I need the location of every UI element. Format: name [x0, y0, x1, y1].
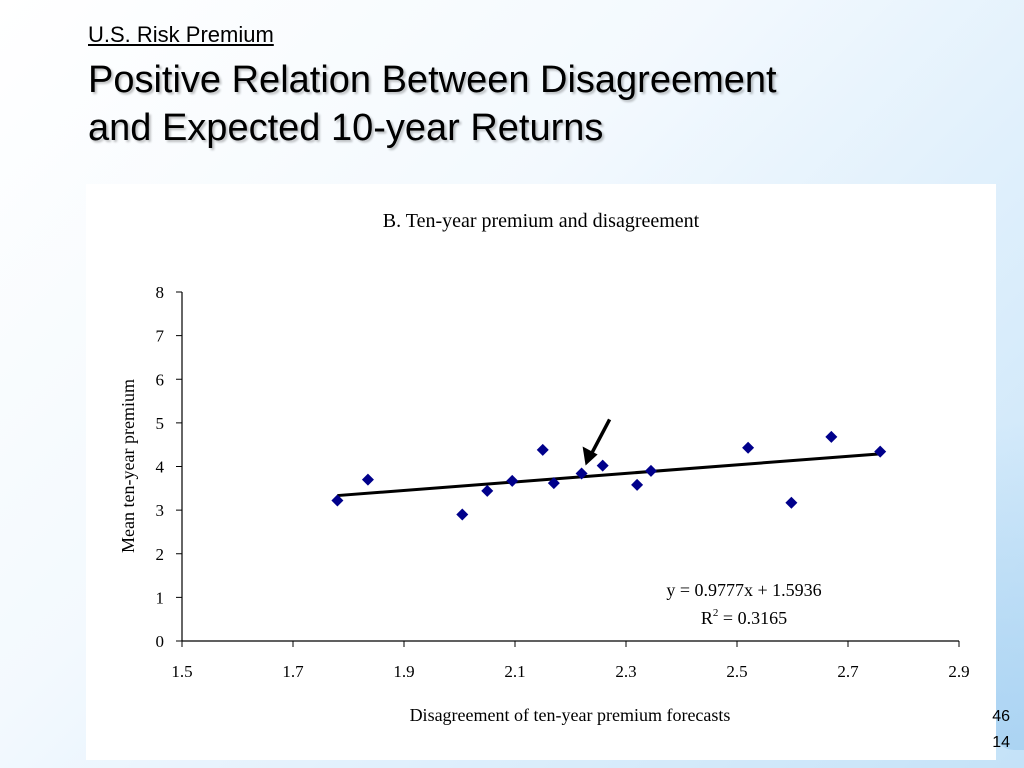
y-tick-label: 5: [156, 414, 165, 433]
chart-title: B. Ten-year premium and disagreement: [383, 210, 700, 232]
y-tick-label: 8: [156, 283, 165, 302]
data-point: [331, 494, 344, 507]
data-point: [631, 478, 644, 491]
data-point: [742, 441, 755, 454]
decorative-swoosh: [994, 420, 1024, 750]
y-axis-label: Mean ten-year premium: [118, 379, 138, 553]
y-tick-label: 4: [156, 458, 165, 477]
slide-title: Positive Relation Between Disagreement a…: [88, 56, 948, 152]
r-squared-prefix: R: [701, 608, 713, 628]
x-tick-label: 1.7: [282, 662, 304, 681]
data-point: [825, 430, 838, 443]
trendline: [337, 452, 881, 498]
page-number-top: 46: [992, 708, 1010, 725]
y-tick-label: 7: [156, 327, 165, 346]
y-tick-label: 3: [156, 501, 165, 520]
r-squared-value: = 0.3165: [718, 608, 787, 628]
trendline-equation-box: y = 0.9777x + 1.5936 R2 = 0.3165: [666, 580, 821, 628]
x-tick-label: 2.1: [504, 662, 525, 681]
data-point: [874, 445, 887, 458]
data-point: [361, 473, 374, 486]
data-point: [506, 474, 519, 487]
r-squared-label: R2 = 0.3165: [701, 607, 787, 628]
x-tick-label: 2.7: [837, 662, 859, 681]
slide-subtitle: U.S. Risk Premium: [88, 22, 274, 47]
x-tick-label: 2.9: [948, 662, 969, 681]
data-point: [536, 443, 549, 456]
data-point: [644, 464, 657, 477]
slide-title-line-2: and Expected 10-year Returns: [88, 107, 604, 149]
page-number-bottom: 14: [992, 734, 1010, 751]
y-tick-label: 6: [156, 370, 165, 389]
trendline-equation: y = 0.9777x + 1.5936: [666, 580, 821, 600]
y-tick-label: 2: [156, 545, 165, 564]
y-tick-label: 0: [156, 632, 165, 651]
x-tick-label: 2.3: [615, 662, 636, 681]
data-point: [456, 508, 469, 521]
r-squared-superscript: 2: [713, 607, 719, 619]
x-tick-label: 1.9: [393, 662, 414, 681]
chart-panel: B. Ten-year premium and disagreement Mea…: [86, 184, 996, 760]
data-point: [481, 484, 494, 497]
axes: 1.5 1.7 1.9 2.1 2.3 2.5 2.7 2.9 0 1 2 3 4 5 6 7 8: [156, 283, 970, 681]
slide-title-line-1: Positive Relation Between Disagreement: [88, 59, 777, 101]
y-tick-label: 1: [156, 588, 165, 607]
data-point: [575, 467, 588, 480]
annotation-arrow-head: [582, 446, 598, 466]
x-axis-label: Disagreement of ten-year premium forecas…: [410, 705, 731, 725]
data-point: [596, 459, 609, 472]
x-tick-label: 1.5: [171, 662, 192, 681]
x-tick-label: 2.5: [726, 662, 747, 681]
scatter-chart: B. Ten-year premium and disagreement Mea…: [118, 210, 970, 725]
plot-area: [331, 418, 887, 521]
data-point: [785, 496, 798, 509]
annotation-arrow-shaft: [589, 418, 612, 457]
data-point: [547, 477, 560, 490]
